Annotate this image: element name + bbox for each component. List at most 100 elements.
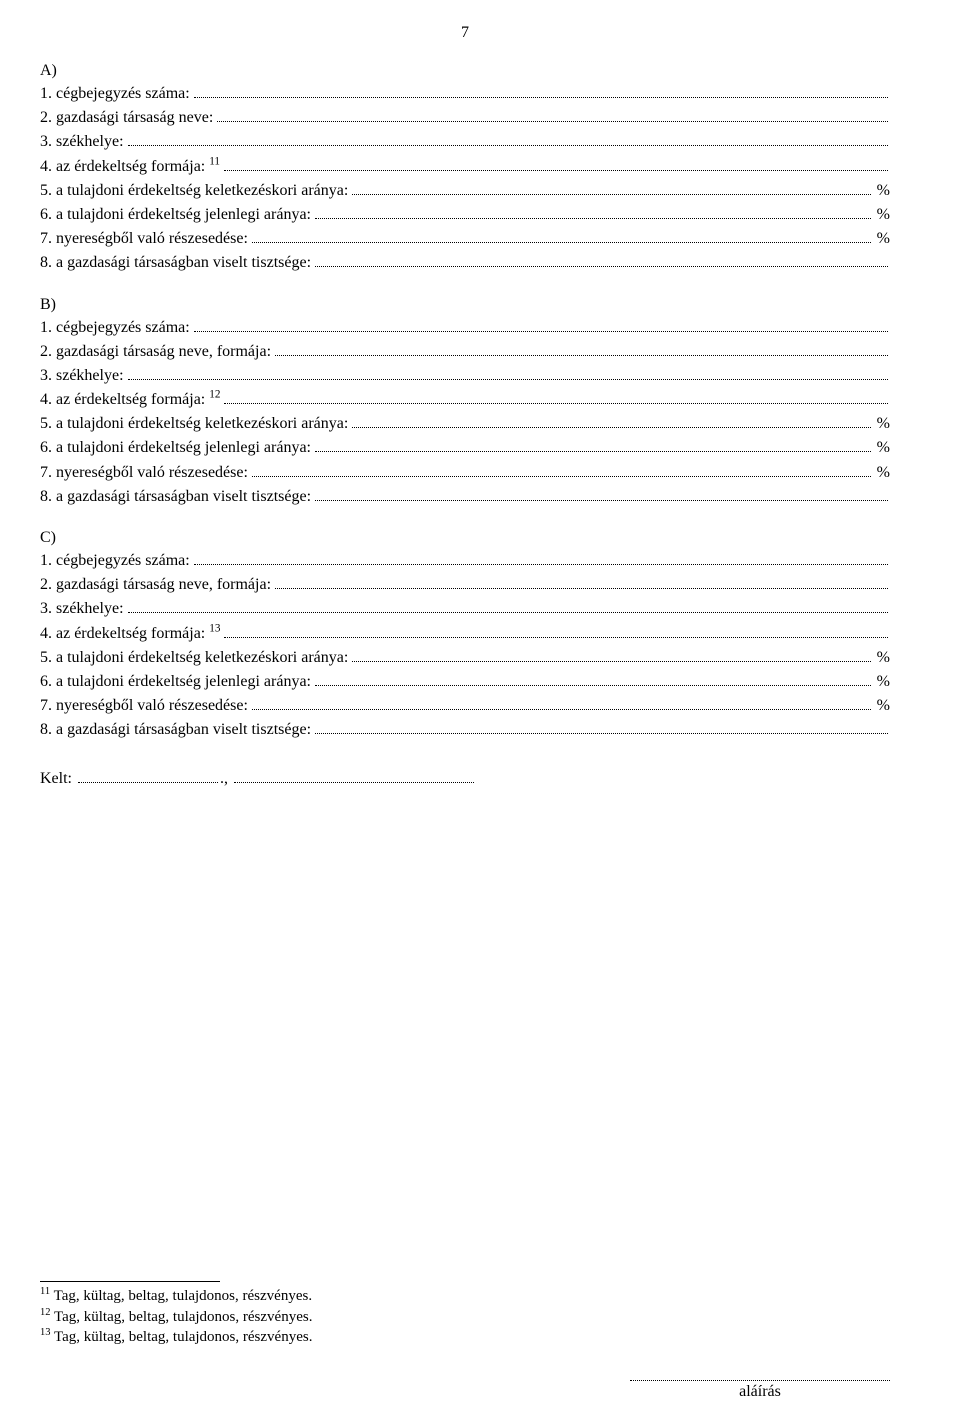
fill-dots	[352, 415, 870, 428]
percent-suffix: %	[873, 227, 890, 250]
percent-suffix: %	[873, 670, 890, 693]
form-line: 1. cégbejegyzés száma:	[40, 82, 890, 105]
form-line: 2. gazdasági társaság neve:	[40, 106, 890, 129]
percent-suffix: %	[873, 203, 890, 226]
form-line: 8. a gazdasági társaságban viselt tiszts…	[40, 251, 890, 274]
percent-suffix: %	[873, 436, 890, 459]
form-line: 7. nyereségből való részesedése: %	[40, 694, 890, 717]
form-label: 7. nyereségből való részesedése:	[40, 227, 250, 250]
form-label: 5. a tulajdoni érdekeltség keletkezéskor…	[40, 412, 350, 435]
footnote: 12 Tag, kültag, beltag, tulajdonos, rész…	[40, 1307, 890, 1327]
form-line: 6. a tulajdoni érdekeltség jelenlegi ará…	[40, 436, 890, 459]
label-text: 4. az érdekeltség formája:	[40, 158, 205, 175]
section-b-letter: B)	[40, 296, 890, 314]
label-text: 4. az érdekeltség formája:	[40, 391, 205, 408]
form-label: 6. a tulajdoni érdekeltség jelenlegi ará…	[40, 670, 313, 693]
form-label: 1. cégbejegyzés száma:	[40, 316, 192, 339]
form-line: 3. székhelye:	[40, 364, 890, 387]
form-label: 3. székhelye:	[40, 364, 126, 387]
fill-dots	[234, 770, 474, 783]
form-label: 2. gazdasági társaság neve, formája:	[40, 573, 273, 596]
form-line: 3. székhelye:	[40, 597, 890, 620]
form-label: 8. a gazdasági társaságban viselt tiszts…	[40, 718, 313, 741]
form-line: 8. a gazdasági társaságban viselt tiszts…	[40, 718, 890, 741]
form-label: 2. gazdasági társaság neve, formája:	[40, 340, 273, 363]
dated-line: Kelt: .,	[40, 770, 890, 788]
form-line: 4. az érdekeltség formája: 12	[40, 388, 890, 411]
footnote-text: Tag, kültag, beltag, tulajdonos, részvén…	[50, 1288, 312, 1304]
fill-dots	[252, 697, 871, 710]
label-text: 4. az érdekeltség formája:	[40, 625, 205, 642]
fill-dots	[315, 673, 871, 686]
form-label: 8. a gazdasági társaságban viselt tiszts…	[40, 251, 313, 274]
fill-dots	[275, 576, 888, 589]
section-c-letter: C)	[40, 529, 890, 547]
kelt-separator: .,	[220, 770, 228, 787]
section-gap	[40, 509, 890, 523]
fill-dots	[194, 85, 888, 98]
fill-dots	[315, 488, 888, 501]
form-label: 4. az érdekeltség formája: 13	[40, 622, 222, 645]
footnotes: 11 Tag, kültag, beltag, tulajdonos, rész…	[40, 1281, 890, 1347]
form-line: 8. a gazdasági társaságban viselt tiszts…	[40, 485, 890, 508]
percent-suffix: %	[873, 694, 890, 717]
form-line: 3. székhelye:	[40, 130, 890, 153]
fill-dots	[315, 206, 871, 219]
form-line: 2. gazdasági társaság neve, formája:	[40, 573, 890, 596]
footnote: 13 Tag, kültag, beltag, tulajdonos, rész…	[40, 1327, 890, 1347]
form-line: 5. a tulajdoni érdekeltség keletkezéskor…	[40, 412, 890, 435]
fill-dots	[78, 770, 218, 783]
signature-block: aláírás	[630, 1368, 890, 1401]
form-line: 4. az érdekeltség formája: 13	[40, 622, 890, 645]
signature-label: aláírás	[630, 1383, 890, 1401]
fill-dots	[224, 158, 888, 171]
footnote-number: 12	[40, 1307, 51, 1318]
form-line: 6. a tulajdoni érdekeltség jelenlegi ará…	[40, 670, 890, 693]
fill-dots	[194, 319, 888, 332]
footnote-ref: 12	[209, 389, 220, 401]
fill-dots	[224, 625, 888, 638]
percent-suffix: %	[873, 179, 890, 202]
form-label: 2. gazdasági társaság neve:	[40, 106, 215, 129]
percent-suffix: %	[873, 412, 890, 435]
fill-dots	[128, 133, 888, 146]
form-line: 7. nyereségből való részesedése: %	[40, 461, 890, 484]
form-label: 3. székhelye:	[40, 597, 126, 620]
footnote-ref: 13	[209, 622, 220, 634]
footnote-ref: 11	[209, 155, 220, 167]
footnote-text: Tag, kültag, beltag, tulajdonos, részvén…	[51, 1309, 313, 1325]
form-label: 5. a tulajdoni érdekeltség keletkezéskor…	[40, 179, 350, 202]
form-line: 7. nyereségből való részesedése: %	[40, 227, 890, 250]
footnote-rule	[40, 1281, 220, 1282]
fill-dots	[128, 600, 888, 613]
form-line: 1. cégbejegyzés száma:	[40, 549, 890, 572]
footnote: 11 Tag, kültag, beltag, tulajdonos, rész…	[40, 1286, 890, 1306]
form-label: 1. cégbejegyzés száma:	[40, 82, 192, 105]
fill-dots	[217, 109, 888, 122]
form-line: 1. cégbejegyzés száma:	[40, 316, 890, 339]
fill-dots	[252, 464, 871, 477]
form-line: 4. az érdekeltség formája: 11	[40, 155, 890, 178]
page-number: 7	[40, 24, 890, 42]
fill-dots	[315, 439, 871, 452]
form-label: 4. az érdekeltség formája: 12	[40, 388, 222, 411]
fill-dots	[275, 343, 888, 356]
fill-dots	[252, 230, 871, 243]
form-line: 5. a tulajdoni érdekeltség keletkezéskor…	[40, 646, 890, 669]
form-label: 4. az érdekeltség formája: 11	[40, 155, 222, 178]
fill-dots	[352, 649, 870, 662]
form-label: 7. nyereségből való részesedése:	[40, 694, 250, 717]
percent-suffix: %	[873, 461, 890, 484]
page: 7 A) 1. cégbejegyzés száma: 2. gazdasági…	[0, 0, 960, 1427]
fill-dots	[315, 721, 888, 734]
fill-dots	[352, 182, 870, 195]
section-a-letter: A)	[40, 62, 890, 80]
form-line: 5. a tulajdoni érdekeltség keletkezéskor…	[40, 179, 890, 202]
footnote-number: 13	[40, 1327, 51, 1338]
fill-dots	[224, 391, 888, 404]
kelt-label: Kelt:	[40, 770, 72, 787]
percent-suffix: %	[873, 646, 890, 669]
form-label: 6. a tulajdoni érdekeltség jelenlegi ará…	[40, 436, 313, 459]
form-label: 5. a tulajdoni érdekeltség keletkezéskor…	[40, 646, 350, 669]
fill-dots	[315, 254, 888, 267]
